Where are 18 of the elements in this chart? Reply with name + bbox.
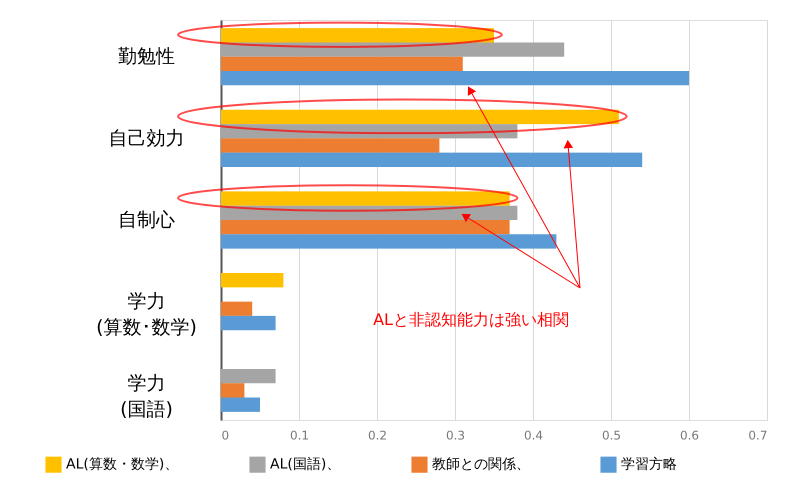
x-tick-label: 0.3 xyxy=(446,428,466,442)
legend-label: 教師との関係、 xyxy=(432,456,530,473)
x-tick-label: 0.6 xyxy=(680,428,700,442)
x-tick-label: 0.1 xyxy=(290,428,310,442)
y-tick-label: 学力 (算数･数学) xyxy=(96,290,197,339)
legend-label: 学習方略 xyxy=(621,456,677,473)
y-tick-label: 自己効力 xyxy=(108,127,184,150)
annotation: ALと非認知能力は強い相関 xyxy=(373,310,569,329)
x-tick-label: 0.5 xyxy=(602,428,622,442)
legend-label: AL(算数・数学)、 xyxy=(66,456,178,473)
y-tick-label: 自制心 xyxy=(118,209,175,231)
x-tick-label: 0 xyxy=(222,428,230,442)
y-tick-label: 学力 (国語) xyxy=(120,372,173,420)
y-tick-label: 勤勉性 xyxy=(118,46,175,68)
x-tick-label: 0.4 xyxy=(524,428,544,442)
legend-label: AL(国語)、 xyxy=(270,456,340,473)
x-tick-label: 0.2 xyxy=(368,428,388,442)
x-tick-label: 0.7 xyxy=(748,428,768,442)
